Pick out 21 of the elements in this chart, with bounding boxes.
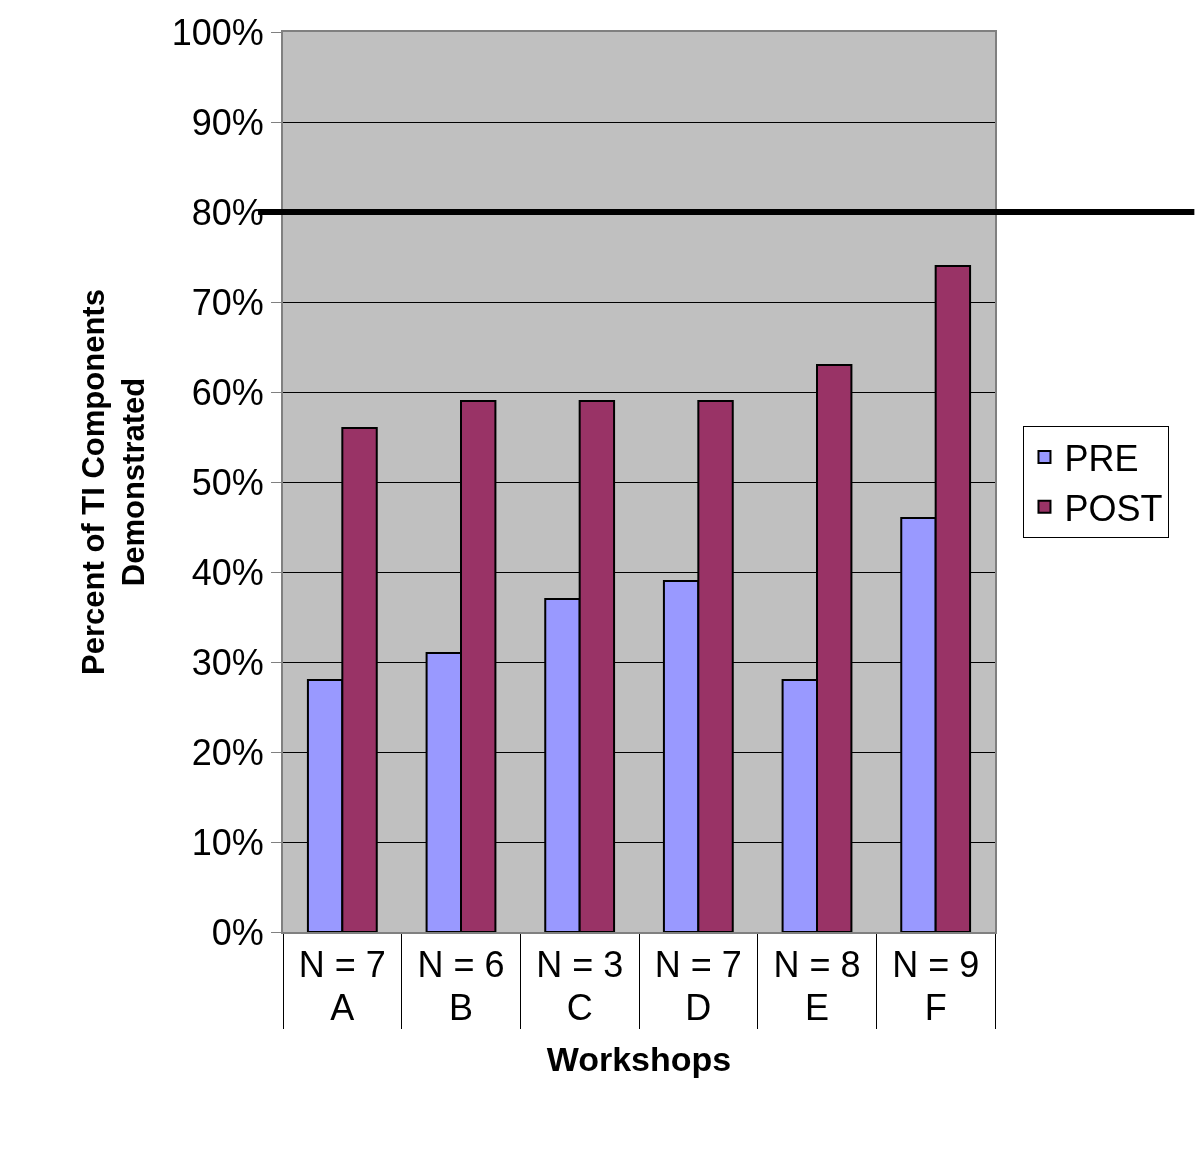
y-tick-label: 0% <box>211 911 264 953</box>
y-axis-title: Percent of TI Components Demonstrated <box>75 289 151 675</box>
y-tick-label: 30% <box>191 641 264 683</box>
y-tick-label: 40% <box>191 551 264 593</box>
y-tick-label: 100% <box>171 11 264 53</box>
y-tick-label: 20% <box>191 731 264 773</box>
category-label: N = 3 C <box>536 944 624 1029</box>
y-tick-label: 70% <box>191 281 264 323</box>
y-tick-label: 50% <box>191 461 264 503</box>
legend-label: POST <box>1064 487 1163 529</box>
category-label: N = 7 A <box>298 944 386 1029</box>
category-label: N = 7 D <box>654 944 742 1029</box>
category-label: N = 8 E <box>773 944 861 1029</box>
y-tick-label: 80% <box>191 191 264 233</box>
legend-label: PRE <box>1064 437 1139 479</box>
y-tick-label: 90% <box>191 101 264 143</box>
category-label: N = 9 F <box>892 944 980 1029</box>
y-tick-label: 60% <box>191 371 264 413</box>
y-tick-label: 10% <box>191 821 264 863</box>
x-axis-title: Workshops <box>546 1040 732 1078</box>
category-label: N = 6 B <box>417 944 505 1029</box>
